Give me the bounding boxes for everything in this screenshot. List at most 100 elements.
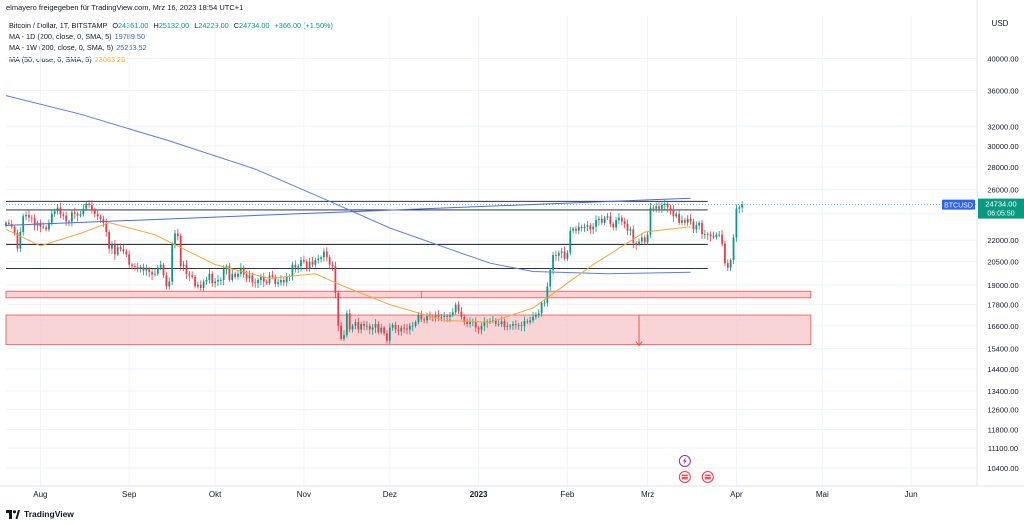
candle-body bbox=[437, 315, 440, 317]
candle-body bbox=[88, 203, 90, 206]
candle-body bbox=[28, 215, 30, 218]
y-tick-label: 17800.00 bbox=[987, 301, 1018, 310]
candle-body bbox=[93, 210, 96, 214]
candle-body bbox=[148, 269, 151, 273]
candle-body bbox=[672, 209, 675, 217]
candle-body bbox=[208, 273, 211, 280]
candle-body bbox=[512, 323, 514, 326]
candle-body bbox=[603, 217, 606, 223]
candle-body bbox=[248, 275, 251, 279]
candle-body bbox=[13, 226, 16, 233]
candle-body bbox=[82, 208, 85, 215]
candle-body bbox=[205, 279, 208, 282]
candle-body bbox=[297, 266, 300, 268]
legend-low-value: 24229.00 bbox=[198, 21, 229, 30]
candle-body bbox=[517, 324, 520, 326]
candle-body bbox=[380, 327, 383, 333]
candle-body bbox=[638, 241, 640, 245]
candle-body bbox=[403, 327, 406, 329]
candle-body bbox=[454, 304, 457, 313]
candle-body bbox=[643, 237, 646, 243]
candle-body bbox=[600, 218, 603, 223]
candle-body bbox=[449, 315, 451, 317]
candle-body bbox=[388, 327, 391, 341]
candle-body bbox=[328, 257, 331, 265]
candle-body bbox=[560, 251, 563, 253]
candle-body bbox=[709, 234, 712, 237]
candle-body bbox=[626, 224, 629, 231]
candle-body bbox=[552, 255, 554, 270]
price-zone bbox=[5, 314, 812, 346]
candle-body bbox=[420, 315, 423, 320]
candle-body bbox=[423, 319, 426, 321]
indicator-label: MA (50, close, 0, SMA, 5) bbox=[9, 54, 92, 64]
y-tick-label: 13400.00 bbox=[987, 387, 1018, 396]
candle-body bbox=[142, 266, 145, 271]
candle-body bbox=[480, 325, 483, 330]
indicator-label: MA - 1W (200, close, 0, SMA, 5) bbox=[9, 43, 114, 53]
legend-indicator-ma-50[interactable]: MA (50, close, 0, SMA, 5) 23063.26 bbox=[9, 54, 333, 65]
candle-body bbox=[22, 216, 25, 233]
candle-body bbox=[245, 274, 248, 279]
candle-body bbox=[251, 275, 254, 283]
chart-legend: Bitcoin / Dollar, 1T, BITSTAMP O24361.00… bbox=[9, 20, 333, 65]
candle-body bbox=[113, 244, 116, 255]
symbol-tag-label: BTCUSD bbox=[944, 203, 973, 210]
y-tick-label: 10400.00 bbox=[987, 464, 1018, 473]
candles bbox=[5, 199, 744, 344]
candle-body bbox=[56, 207, 59, 212]
candle-body bbox=[457, 304, 460, 312]
candle-body bbox=[606, 216, 609, 218]
candle-body bbox=[228, 266, 231, 280]
candle-body bbox=[695, 225, 698, 230]
legend-indicator-ma-1w[interactable]: MA - 1W (200, close, 0, SMA, 5) 25263.52 bbox=[9, 42, 333, 53]
y-tick-label: 11100.00 bbox=[988, 444, 1018, 453]
flag-glyph bbox=[704, 474, 711, 480]
candle-body bbox=[154, 273, 156, 275]
candle-body bbox=[675, 213, 678, 217]
candle-body bbox=[526, 321, 529, 323]
moving-averages bbox=[5, 95, 691, 323]
candle-body bbox=[440, 316, 443, 318]
candle-body bbox=[577, 226, 580, 231]
candle-body bbox=[592, 226, 595, 230]
candle-body bbox=[374, 323, 377, 328]
legend-symbol[interactable]: Bitcoin / Dollar, 1T, BITSTAMP bbox=[9, 21, 108, 30]
ma-1d-200-line bbox=[5, 95, 691, 275]
candle-body bbox=[377, 323, 380, 333]
indicator-value: 23063.26 bbox=[94, 54, 126, 64]
candle-body bbox=[5, 222, 7, 226]
candle-body bbox=[535, 315, 537, 317]
candle-body bbox=[701, 222, 703, 235]
candle-body bbox=[159, 264, 162, 268]
candle-body bbox=[446, 315, 448, 317]
lightning-glyph bbox=[682, 457, 687, 465]
candle-body bbox=[563, 251, 566, 259]
ma-1w-200-line bbox=[5, 197, 691, 226]
candle-body bbox=[171, 244, 174, 282]
candle-body bbox=[635, 242, 638, 245]
candle-body bbox=[282, 279, 285, 283]
candle-body bbox=[741, 204, 744, 208]
legend-indicator-ma-1d[interactable]: MA - 1D (200, close, 0, SMA, 5) 19789.50 bbox=[9, 31, 333, 42]
y-tick-label: 28000.00 bbox=[987, 163, 1018, 172]
candle-body bbox=[595, 220, 597, 227]
supply-demand-zones bbox=[5, 290, 812, 347]
candle-body bbox=[199, 284, 202, 288]
candle-body bbox=[706, 234, 709, 235]
candle-body bbox=[345, 313, 348, 336]
grid bbox=[6, 16, 977, 486]
candle-body bbox=[214, 281, 216, 284]
x-tick-label: Nov bbox=[297, 490, 311, 499]
y-tick-label: 11800.00 bbox=[988, 426, 1019, 435]
legend-close-key: C bbox=[233, 21, 240, 30]
candle-body bbox=[197, 284, 199, 287]
candle-body bbox=[509, 325, 512, 327]
candle-body bbox=[666, 203, 669, 208]
candle-body bbox=[136, 266, 139, 269]
candle-body bbox=[116, 247, 119, 255]
tradingview-footer[interactable]: TradingView bbox=[6, 509, 74, 519]
candle-body bbox=[520, 324, 523, 326]
candle-body bbox=[549, 269, 552, 287]
